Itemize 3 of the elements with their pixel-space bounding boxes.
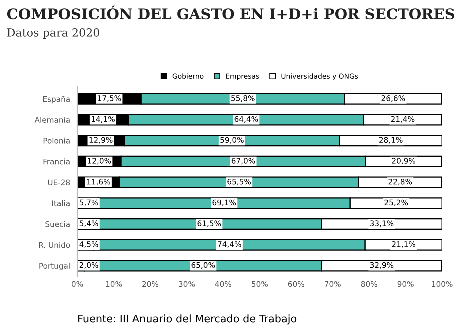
- chart-title: COMPOSICIÓN DEL GASTO EN I+D+i POR SECTORES: [7, 6, 454, 20]
- source-note: Fuente: III Anuario del Mercado de Trabajo: [78, 314, 297, 325]
- chart-subtitle: Datos para 2020: [7, 28, 100, 40]
